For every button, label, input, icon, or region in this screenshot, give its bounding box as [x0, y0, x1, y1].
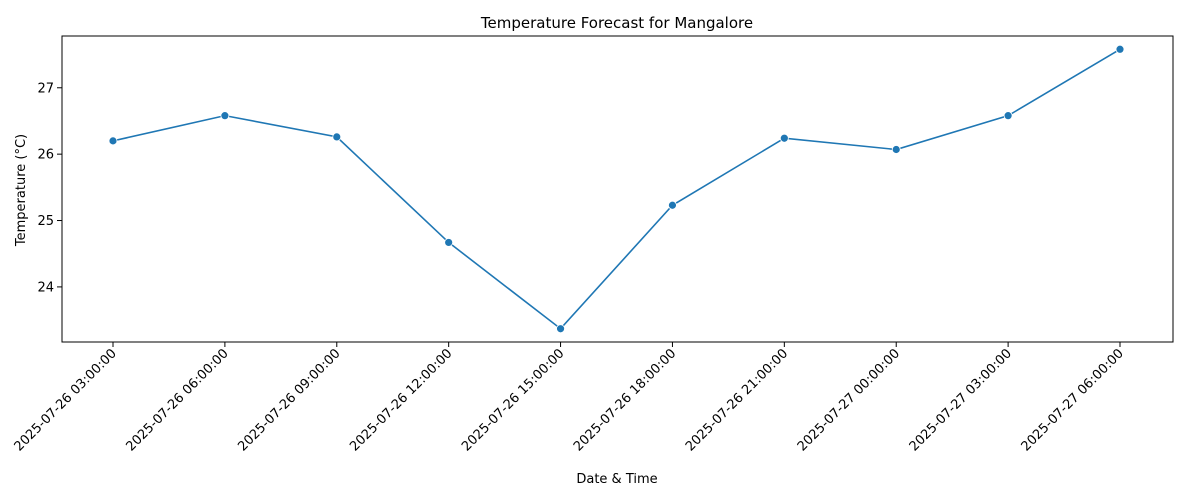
x-tick-label: 2025-07-26 12:00:00	[347, 346, 455, 454]
x-tick-label: 2025-07-27 06:00:00	[1019, 346, 1127, 454]
data-point	[220, 111, 230, 121]
x-tick-label: 2025-07-26 21:00:00	[683, 346, 791, 454]
data-point	[444, 238, 454, 247]
data-point	[556, 324, 565, 334]
y-tick-label: 24	[37, 280, 54, 295]
x-axis-label: Date & Time	[576, 472, 657, 487]
data-point	[668, 200, 677, 210]
y-tick-label: 25	[37, 214, 54, 229]
x-tick-label: 2025-07-26 18:00:00	[571, 346, 679, 454]
x-tick-label: 2025-07-27 03:00:00	[907, 346, 1015, 454]
data-point	[891, 145, 901, 154]
data-point	[332, 132, 342, 142]
x-tick-label: 2025-07-26 03:00:00	[12, 346, 120, 454]
data-point	[1115, 44, 1125, 54]
chart-title: Temperature Forecast for Mangalore	[480, 14, 753, 32]
series-line	[112, 48, 1121, 330]
data-point	[108, 136, 118, 146]
plot-area: 24 25 26 27 2025-07-26 03:00:00 2025-07-26 06…	[12, 35, 1174, 454]
data-point	[779, 133, 789, 143]
x-tick-label: 2025-07-27 00:00:00	[795, 346, 903, 454]
x-tick-label: 2025-07-26 06:00:00	[123, 346, 231, 454]
y-tick-label: 26	[37, 148, 54, 163]
y-axis-label: Temperature (°C)	[14, 134, 29, 247]
x-tick-label: 2025-07-26 09:00:00	[235, 346, 343, 454]
y-tick-label: 27	[37, 81, 54, 96]
x-tick-label: 2025-07-26 15:00:00	[459, 346, 567, 454]
data-point	[1003, 111, 1013, 121]
plot-frame	[61, 35, 1174, 343]
